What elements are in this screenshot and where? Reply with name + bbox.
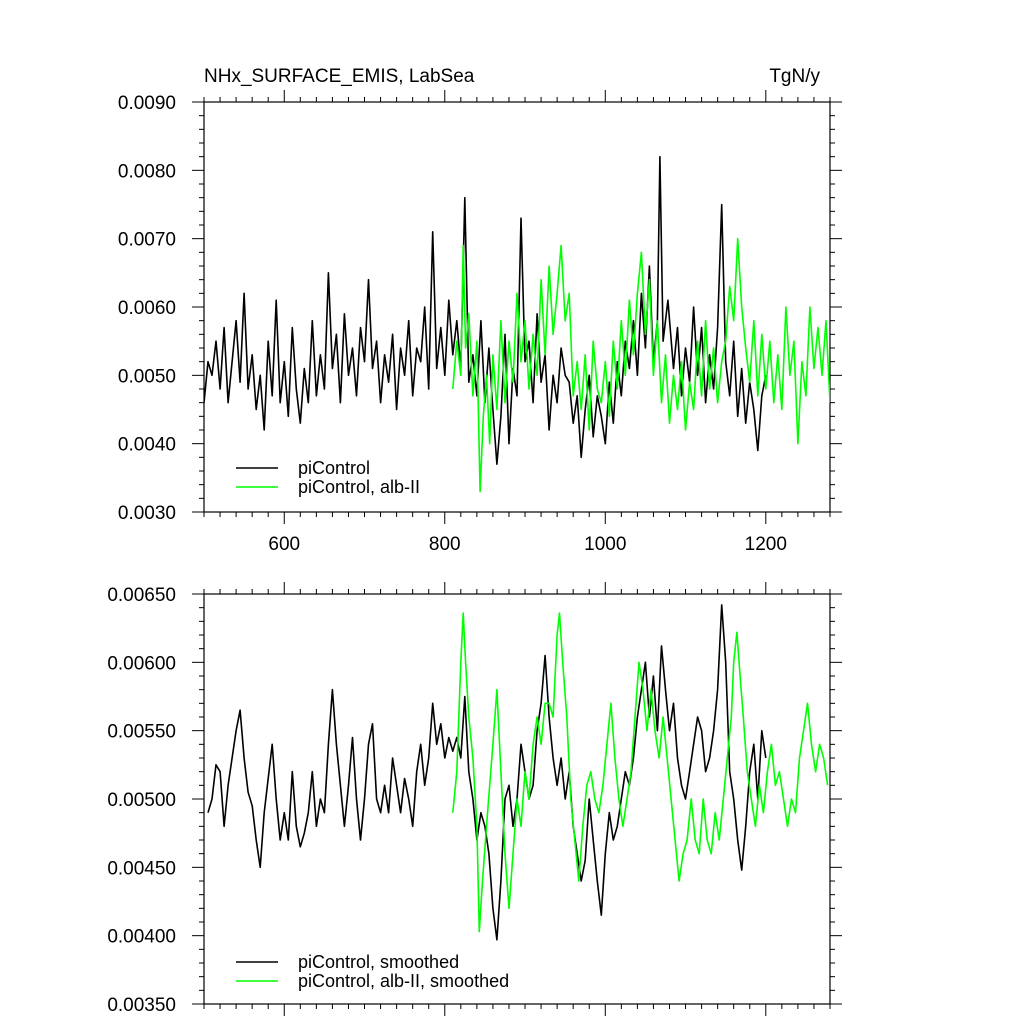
legend-label: piControl, smoothed [298, 952, 459, 972]
series-line-picontrol [207, 604, 767, 941]
y-tick-label: 0.0040 [118, 435, 176, 456]
chart-panel-bottom: 0.00350 0.00400 0.00450 0.00500 0.00550 0.006… [107, 582, 842, 1016]
legend-label: piControl, alb-II, smoothed [298, 971, 509, 991]
y-tick-label: 0.00500 [107, 790, 176, 811]
chart-title: NHx_SURFACE_EMIS, LabSea [204, 66, 475, 87]
series-line-picontrol [204, 155, 767, 465]
series-line-alb-ii [452, 612, 829, 933]
x-tick-label: 600 [268, 534, 300, 555]
y-tick-label: 0.00350 [107, 995, 176, 1016]
series-line-alb-ii [452, 237, 830, 493]
y-tick-label: 0.00450 [107, 858, 176, 879]
x-tick-label: 1200 [745, 534, 787, 555]
y-tick-label: 0.0080 [118, 161, 176, 182]
y-tick-label: 0.00600 [107, 653, 176, 674]
x-tick-label: 800 [429, 534, 461, 555]
legend-label: piControl, alb-II [298, 477, 420, 497]
legend-label: piControl [298, 458, 370, 478]
y-tick-label: 0.0060 [118, 298, 176, 319]
y-tick-label: 0.0050 [118, 366, 176, 387]
y-tick-label: 0.00400 [107, 927, 176, 948]
chart-panel-top: NHx_SURFACE_EMIS, LabSea TgN/y 600 800 100… [118, 66, 842, 555]
y-tick-label: 0.00550 [107, 722, 176, 743]
y-tick-label: 0.0030 [118, 503, 176, 524]
units-label: TgN/y [769, 66, 820, 87]
y-tick-label: 0.0090 [118, 93, 176, 114]
y-tick-label: 0.00650 [107, 585, 176, 606]
y-tick-label: 0.0070 [118, 230, 176, 251]
x-tick-label: 1000 [584, 534, 626, 555]
